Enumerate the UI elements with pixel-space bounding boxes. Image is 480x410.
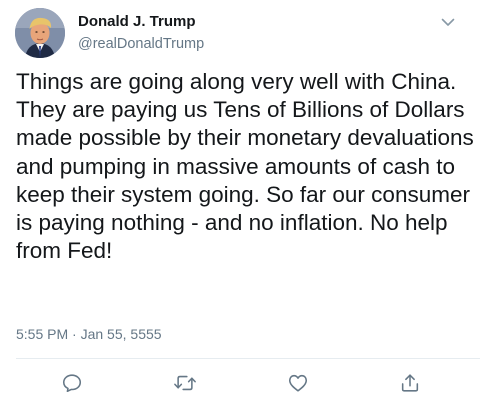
divider: [16, 358, 480, 359]
action-bar: [0, 366, 480, 406]
retweet-button[interactable]: [168, 366, 202, 400]
retweet-icon: [174, 375, 196, 391]
heart-icon: [288, 374, 308, 392]
author-handle[interactable]: @realDonaldTrump: [78, 36, 205, 52]
like-button[interactable]: [281, 366, 315, 400]
avatar[interactable]: [15, 8, 65, 58]
author-name[interactable]: Donald J. Trump: [78, 13, 196, 30]
share-icon: [401, 374, 419, 392]
tweet-date: Jan 55, 5555: [80, 326, 162, 342]
tweet-time: 5:55 PM: [16, 326, 69, 342]
avatar-image: [15, 8, 65, 58]
chevron-down-icon: [441, 18, 455, 26]
meta-separator: ·: [72, 326, 77, 342]
share-button[interactable]: [393, 366, 427, 400]
reply-icon: [62, 374, 82, 393]
reply-button[interactable]: [55, 366, 89, 400]
tweet-timestamp[interactable]: 5:55 PM · Jan 55, 5555: [16, 326, 162, 342]
tweet-text: Things are going along very well with Ch…: [16, 69, 474, 264]
tweet-menu-button[interactable]: [436, 10, 460, 34]
